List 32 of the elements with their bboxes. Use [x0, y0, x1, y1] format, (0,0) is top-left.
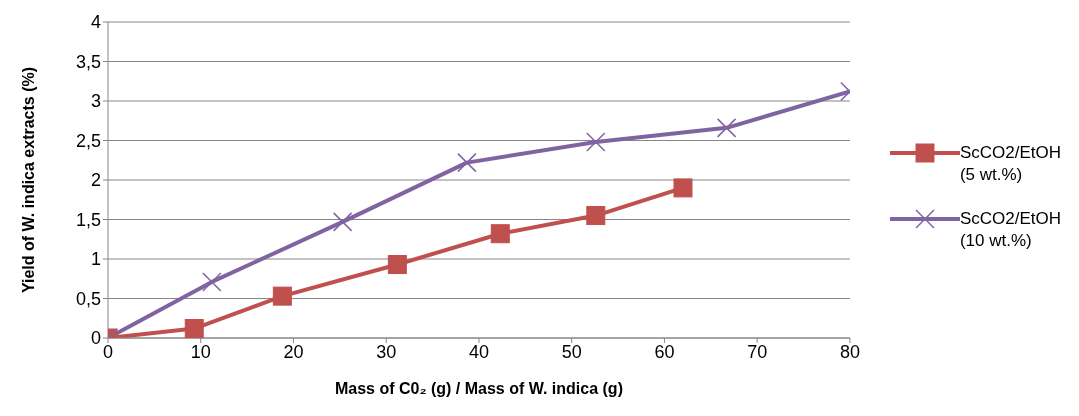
x-tick-label: 50 — [561, 341, 582, 362]
point — [332, 212, 353, 232]
point — [202, 272, 222, 292]
y-tick-label: 3 — [90, 91, 101, 112]
legend-label: ScCO2/EtOH (10 wt.%) — [959, 208, 1061, 252]
point — [490, 224, 510, 244]
y-tick-label: 4 — [90, 12, 101, 33]
x-tick-label: 70 — [747, 341, 768, 362]
y-tick-label: 3,5 — [75, 51, 101, 72]
y-tick-label: 2 — [90, 170, 101, 191]
x-tick-label: 40 — [468, 341, 489, 362]
x-tick-label: 20 — [283, 341, 304, 362]
x-axis-title: Mass of C0₂ (g) / Mass of W. indica (g) — [334, 380, 623, 397]
point — [586, 132, 606, 152]
y-tick-label: 2,5 — [75, 130, 101, 151]
x-tick-label: 30 — [376, 341, 397, 362]
point — [272, 286, 292, 306]
y-tick-label: 1 — [90, 249, 101, 270]
y-tick-label: 0,5 — [75, 288, 101, 309]
x-tick-label: 10 — [190, 341, 211, 362]
legend-label: ScCO2/EtOH (5 wt.%) — [959, 142, 1061, 186]
x-tick-label: 60 — [654, 341, 675, 362]
x-tick-label: 80 — [839, 341, 860, 362]
y-tick-label: 0 — [90, 328, 101, 349]
point — [387, 255, 407, 275]
point — [673, 178, 693, 198]
point — [184, 319, 204, 338]
point — [716, 118, 737, 138]
y-tick-label: 1,5 — [75, 209, 101, 230]
point — [586, 206, 606, 226]
y-axis-title: Yield of W. indica extracts (%) — [19, 66, 37, 294]
point — [457, 152, 477, 173]
